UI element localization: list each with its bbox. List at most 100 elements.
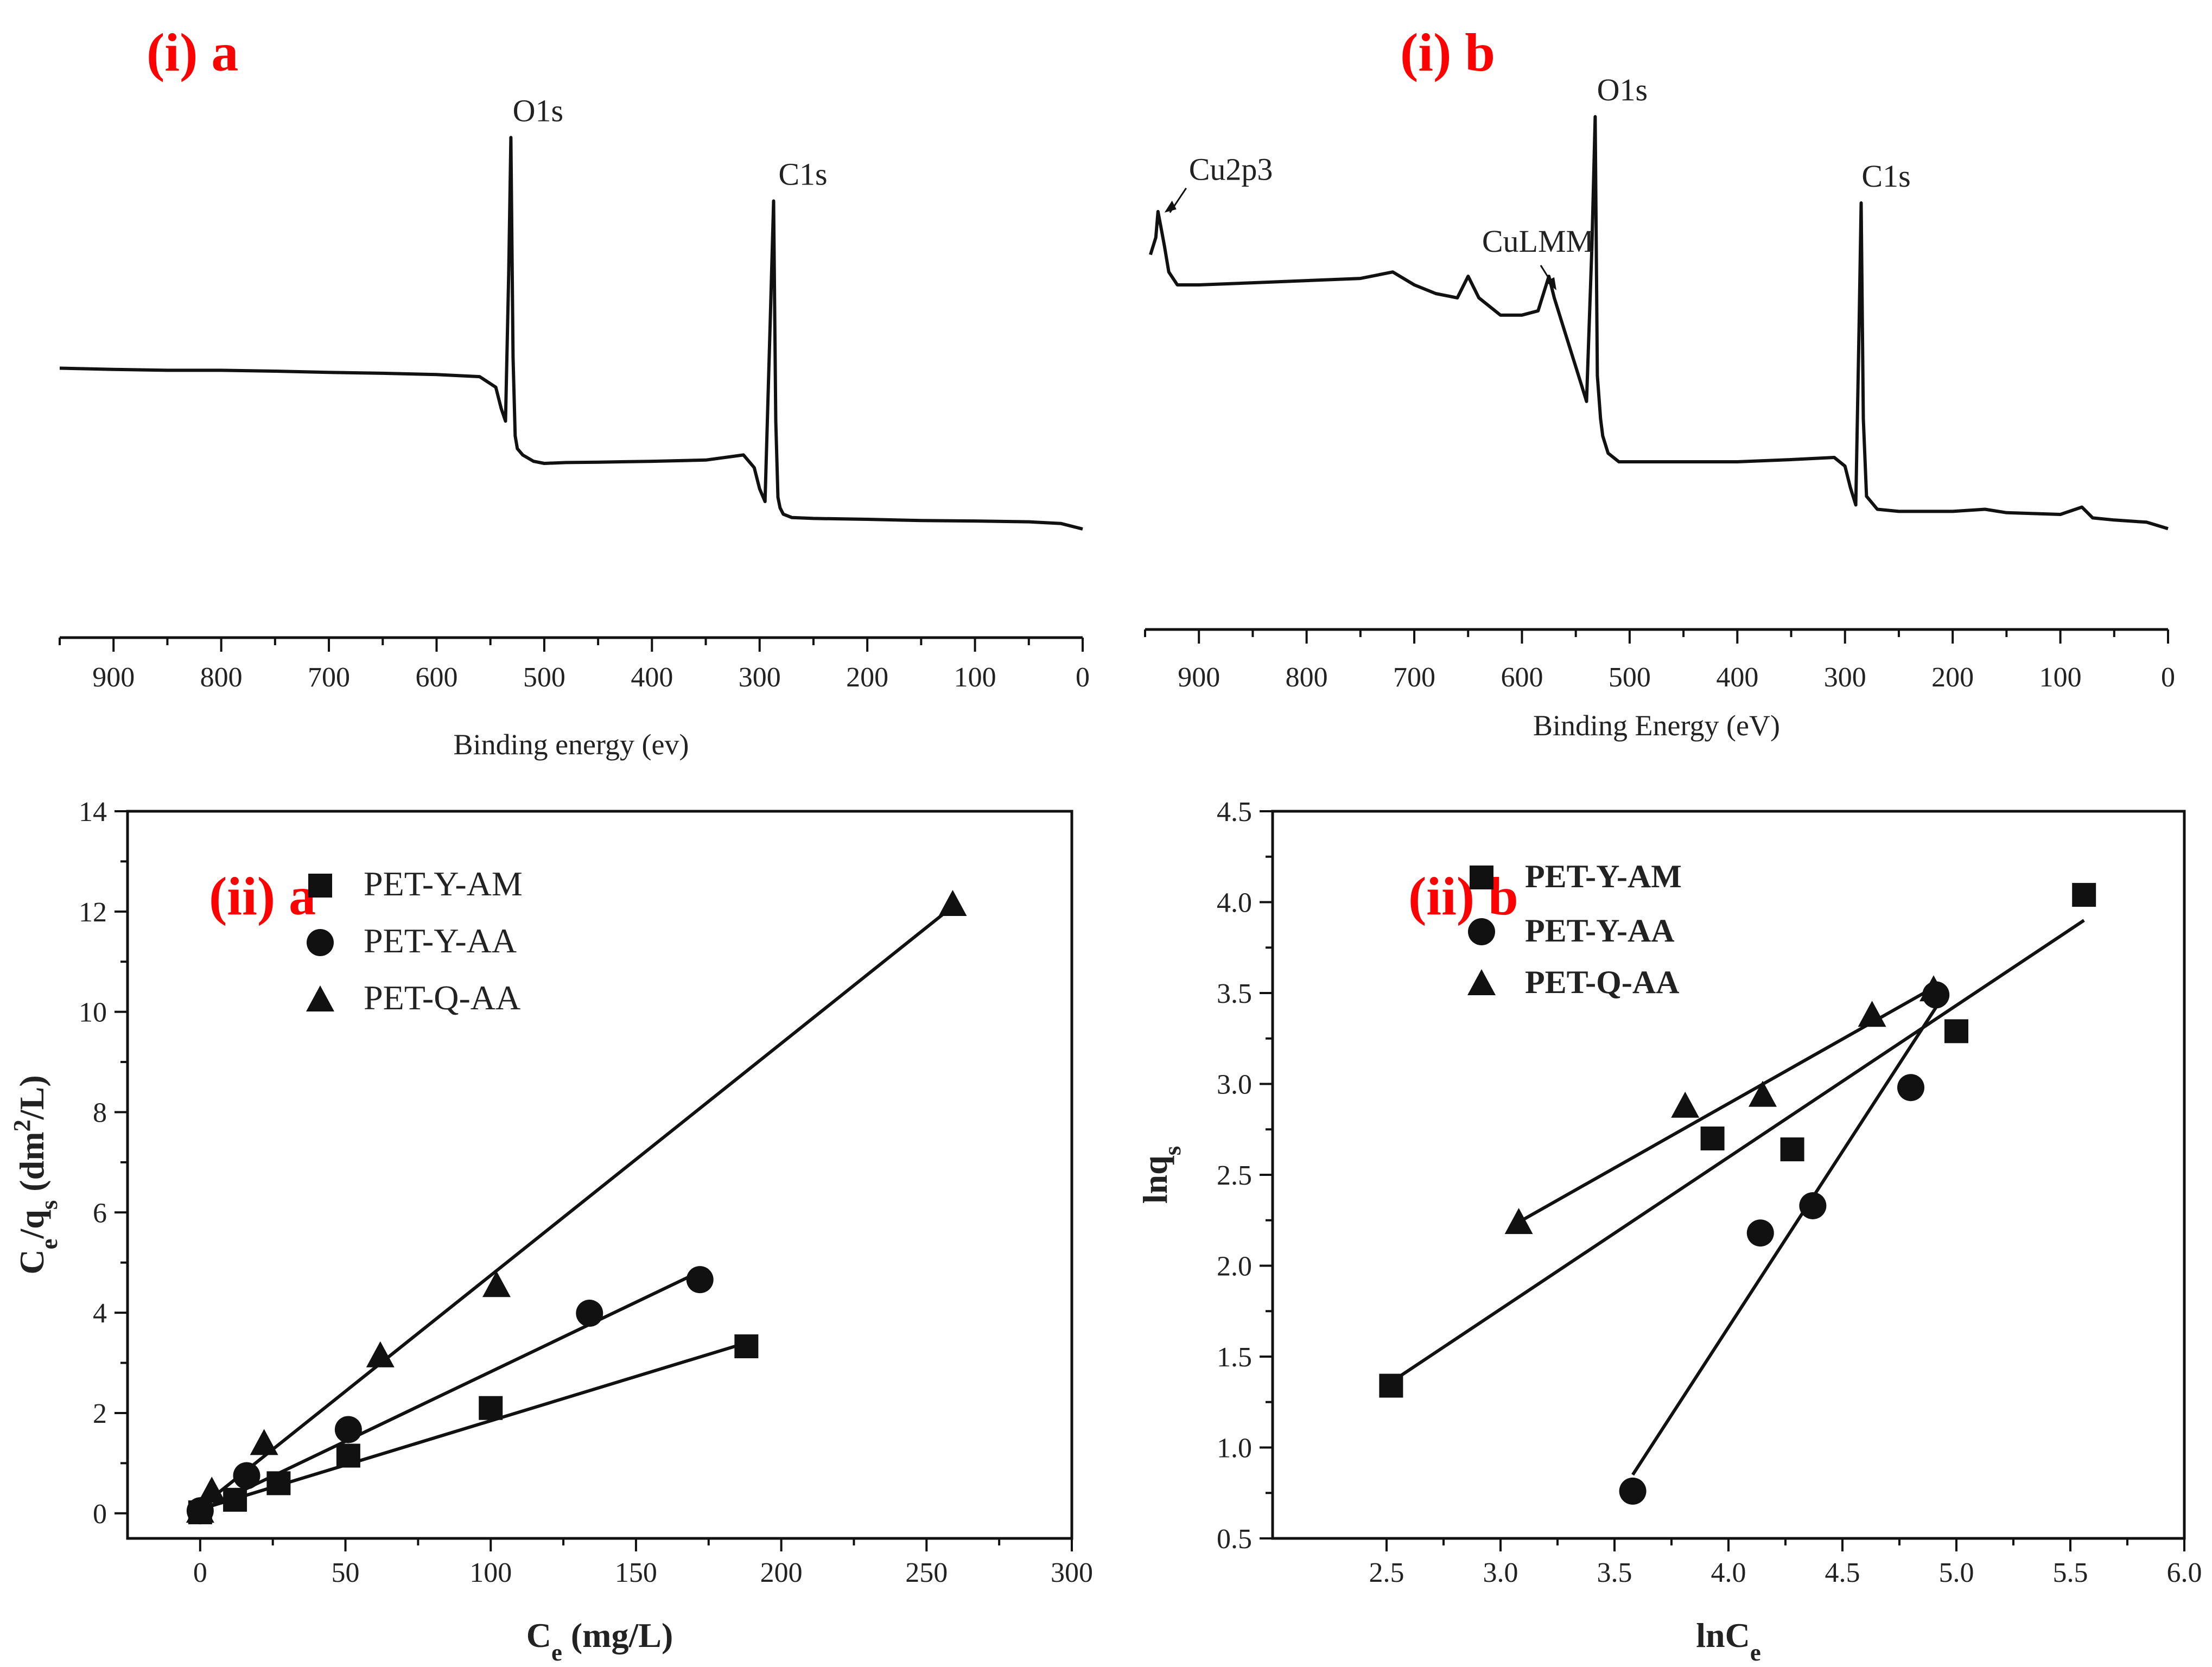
y-tick-label: 4.5 — [1217, 797, 1252, 828]
x-tick-label: 900 — [1178, 662, 1220, 693]
x-tick-label: 200 — [760, 1557, 803, 1588]
x-tick-label: 0 — [2161, 662, 2175, 693]
x-tick-label: 400 — [1716, 662, 1758, 693]
scatter-panel-iia: 0 50 100 150 200 250 300 0 2 4 6 8 10 12 14 (ii) a PET-Y… — [8, 797, 1093, 1666]
x-axis-label-rest: (mg/L) — [562, 1616, 673, 1655]
y-tick-label: 4.0 — [1217, 888, 1252, 919]
data-point-circle — [686, 1266, 714, 1294]
data-point-square — [1780, 1137, 1804, 1162]
y-tick-label: 4 — [93, 1298, 107, 1329]
x-tick-label: 2.5 — [1369, 1557, 1404, 1588]
data-point-circle — [1619, 1477, 1647, 1505]
data-point-triangle — [1467, 969, 1496, 995]
fit-line-pet-q-aa — [199, 905, 954, 1509]
data-point-circle — [1746, 1219, 1774, 1247]
annotation-label: O1s — [1597, 72, 1648, 107]
y-axis-label-part: /q — [12, 1210, 51, 1239]
x-tick-label: 200 — [1931, 662, 1974, 693]
y-tick-label: 1.5 — [1217, 1342, 1252, 1373]
panel-label: (i) b — [1400, 22, 1495, 82]
data-point-square — [1944, 1019, 1968, 1044]
plot-frame — [126, 810, 1073, 1540]
y-axis-label-part: (dm — [12, 1132, 51, 1200]
data-point-triangle — [366, 1341, 395, 1367]
x-tick-label: 200 — [846, 662, 888, 693]
x-axis-label-sub: e — [1750, 1639, 1761, 1666]
y-tick-label: 2.5 — [1217, 1160, 1252, 1191]
legend-label: PET-Y-AA — [1525, 913, 1675, 949]
x-tick-label: 5.0 — [1939, 1557, 1974, 1588]
x-tick-label: 3.5 — [1597, 1557, 1632, 1588]
spectrum-line — [59, 136, 1083, 531]
x-tick-label: 500 — [1609, 662, 1651, 693]
y-axis-label-sub: s — [35, 1200, 62, 1210]
y-axis-label-part: /L) — [12, 1075, 51, 1120]
legend-label: PET-Y-AM — [1525, 858, 1682, 894]
scatter-panel-iib: 2.5 3.0 3.5 4.0 4.5 5.0 5.5 6.0 0.5 1.0 1.5 2.0 2.5 3… — [1136, 797, 2202, 1666]
data-point-square — [1379, 1373, 1403, 1398]
x-axis-label: Binding Energy (eV) — [1533, 709, 1780, 742]
y-tick-label: 6 — [93, 1198, 107, 1229]
xps-panel-ia: (i) a 900 800 700 600 500 400 300 200 100 0 Binding… — [59, 22, 1090, 761]
annotation-label: C1s — [778, 156, 827, 192]
data-point-square — [734, 1334, 759, 1359]
data-point-circle — [1897, 1074, 1924, 1102]
data-point-circle — [307, 929, 334, 956]
x-tick-label: 3.0 — [1483, 1557, 1518, 1588]
data-point-circle — [1799, 1192, 1827, 1219]
data-point-circle — [576, 1300, 603, 1327]
x-tick-label: 0 — [1076, 662, 1090, 693]
y-tick-label: 3.0 — [1217, 1070, 1252, 1100]
data-point-square — [1700, 1127, 1725, 1150]
x-tick-label: 800 — [200, 662, 243, 693]
y-tick-label: 14 — [79, 797, 107, 828]
x-axis-label: Binding energy (ev) — [454, 728, 689, 761]
data-point-triangle — [482, 1271, 511, 1297]
x-tick-label: 0 — [193, 1557, 207, 1588]
fit-line-pet-y-am — [1390, 919, 2085, 1384]
data-point-triangle — [938, 889, 967, 916]
x-tick-label: 100 — [954, 662, 996, 693]
y-tick-label: 10 — [79, 997, 107, 1028]
data-point-triangle — [1671, 1091, 1700, 1118]
x-tick-label: 600 — [1501, 662, 1543, 693]
panel-label: (i) a — [147, 22, 238, 82]
x-axis-label: Ce (mg/L) — [526, 1616, 673, 1666]
legend-label: PET-Y-AM — [364, 864, 523, 903]
x-tick-label: 700 — [1393, 662, 1435, 693]
x-tick-label: 900 — [92, 662, 135, 693]
data-point-square — [336, 1443, 360, 1468]
data-point-triangle — [186, 1497, 214, 1523]
x-tick-label: 400 — [631, 662, 673, 693]
data-point-triangle — [1749, 1080, 1777, 1107]
y-axis-label-sub: s — [1159, 1146, 1186, 1155]
y-tick-label: 0 — [93, 1499, 107, 1530]
data-point-circle — [334, 1416, 362, 1443]
data-point-triangle — [198, 1477, 226, 1503]
spectrum-line — [1149, 115, 2169, 531]
annotation-arrowhead — [1546, 277, 1556, 290]
y-tick-label: 2.0 — [1217, 1251, 1252, 1282]
x-tick-label: 300 — [1051, 1557, 1093, 1588]
x-tick-label: 800 — [1286, 662, 1328, 693]
x-tick-label: 300 — [1824, 662, 1866, 693]
x-tick-label: 4.0 — [1711, 1557, 1746, 1588]
legend-label: PET-Q-AA — [1525, 964, 1679, 1000]
data-point-circle — [1468, 918, 1495, 945]
x-tick-label: 700 — [308, 662, 350, 693]
x-tick-label: 500 — [523, 662, 565, 693]
y-tick-label: 12 — [79, 897, 107, 928]
legend-label: PET-Q-AA — [364, 978, 520, 1017]
y-axis-label: Ce/qs (dm2/L) — [8, 1075, 62, 1274]
annotation-label: O1s — [513, 93, 563, 128]
fit-line-pet-y-aa — [1631, 1007, 1937, 1476]
x-tick-label: 100 — [469, 1557, 512, 1588]
fit-line-pet-y-am — [199, 1341, 747, 1511]
x-tick-label: 150 — [615, 1557, 657, 1588]
y-tick-label: 8 — [93, 1097, 107, 1128]
annotation-arrowhead — [1164, 200, 1177, 213]
x-tick-label: 6.0 — [2167, 1557, 2202, 1588]
legend-label: PET-Y-AA — [364, 921, 517, 960]
y-axis-label-sup: 2 — [8, 1119, 35, 1131]
